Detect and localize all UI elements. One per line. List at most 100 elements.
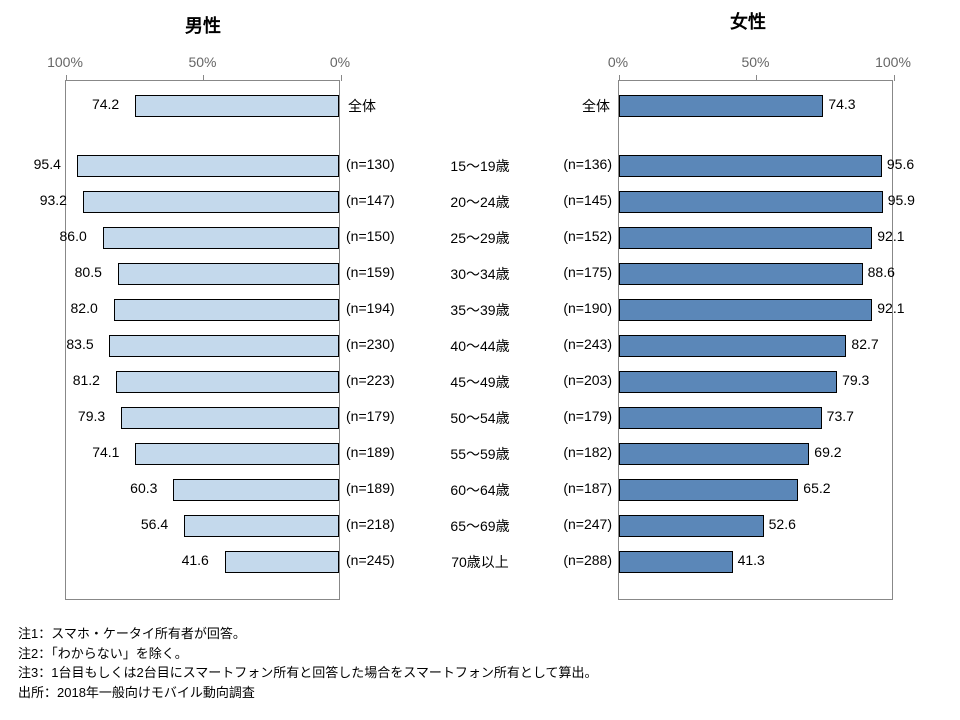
- male-bar: [225, 551, 339, 573]
- age-label: 55～59歳: [435, 444, 525, 464]
- female-n-label: (n=136): [563, 156, 612, 172]
- male-n-label: (n=147): [346, 192, 395, 208]
- female-bar: [619, 299, 872, 321]
- female-value-label: 95.6: [887, 156, 914, 172]
- female-bar: [619, 515, 764, 537]
- female-value-label: 92.1: [877, 300, 904, 316]
- female-bar: [619, 95, 823, 117]
- male-bar: [173, 479, 339, 501]
- footnote-2: 注2：「わからない」を除く。: [18, 644, 598, 664]
- male-bar: [114, 299, 340, 321]
- female-n-label: (n=288): [563, 552, 612, 568]
- male-value-label: 83.5: [66, 336, 93, 352]
- female-bar: [619, 407, 822, 429]
- male-plot-area: [65, 80, 340, 600]
- chart-container: 男性 女性 注1：スマホ・ケータイ所有者が回答。 注2：「わからない」を除く。 …: [0, 0, 960, 720]
- female-n-label: (n=190): [563, 300, 612, 316]
- female-n-label: (n=187): [563, 480, 612, 496]
- female-bar: [619, 551, 733, 573]
- footnotes: 注1：スマホ・ケータイ所有者が回答。 注2：「わからない」を除く。 注3：1台目…: [18, 624, 598, 702]
- male-n-label: (n=230): [346, 336, 395, 352]
- female-value-label: 92.1: [877, 228, 904, 244]
- female-value-label: 69.2: [814, 444, 841, 460]
- female-value-label: 52.6: [769, 516, 796, 532]
- female-value-label: 65.2: [803, 480, 830, 496]
- female-bar: [619, 335, 846, 357]
- female-bar: [619, 371, 837, 393]
- age-label: 30～34歳: [435, 264, 525, 284]
- age-label: 40～44歳: [435, 336, 525, 356]
- female-bar: [619, 443, 809, 465]
- female-value-label: 74.3: [828, 96, 855, 112]
- female-n-label: (n=179): [563, 408, 612, 424]
- female-bar: [619, 263, 863, 285]
- male-bar: [77, 155, 339, 177]
- female-value-label: 95.9: [888, 192, 915, 208]
- male-value-label: 80.5: [75, 264, 102, 280]
- age-label: 20～24歳: [435, 192, 525, 212]
- female-bar: [619, 191, 883, 213]
- male-value-label: 60.3: [130, 480, 157, 496]
- male-n-label: (n=218): [346, 516, 395, 532]
- female-n-label: (n=182): [563, 444, 612, 460]
- male-value-label: 86.0: [60, 228, 87, 244]
- male-title: 男性: [185, 12, 221, 38]
- female-value-label: 41.3: [738, 552, 765, 568]
- male-bar: [103, 227, 340, 249]
- male-value-label: 79.3: [78, 408, 105, 424]
- footnote-3: 注3：1台目もしくは2台目にスマートフォン所有と回答した場合をスマートフォン所有…: [18, 663, 598, 683]
- female-value-label: 79.3: [842, 372, 869, 388]
- age-label: 35～39歳: [435, 300, 525, 320]
- male-value-label: 74.1: [92, 444, 119, 460]
- footnote-1: 注1：スマホ・ケータイ所有者が回答。: [18, 624, 598, 644]
- male-bar: [118, 263, 339, 285]
- age-label: 70歳以上: [435, 552, 525, 572]
- age-label: 50～54歳: [435, 408, 525, 428]
- age-label: 65～69歳: [435, 516, 525, 536]
- female-n-label: (n=247): [563, 516, 612, 532]
- female-n-label: (n=152): [563, 228, 612, 244]
- male-bar: [135, 95, 339, 117]
- male-bar: [116, 371, 339, 393]
- axis-tick-label: 100%: [45, 54, 85, 70]
- male-n-label: (n=179): [346, 408, 395, 424]
- female-n-label: (n=145): [563, 192, 612, 208]
- center-age-label-right: 全体: [582, 96, 610, 116]
- female-bar: [619, 155, 882, 177]
- male-value-label: 74.2: [92, 96, 119, 112]
- age-label: 25～29歳: [435, 228, 525, 248]
- male-value-label: 93.2: [40, 192, 67, 208]
- female-value-label: 73.7: [827, 408, 854, 424]
- male-n-label: (n=245): [346, 552, 395, 568]
- male-bar: [135, 443, 339, 465]
- axis-tick-label: 100%: [873, 54, 913, 70]
- male-n-label: (n=189): [346, 444, 395, 460]
- female-n-label: (n=243): [563, 336, 612, 352]
- male-n-label: (n=130): [346, 156, 395, 172]
- male-value-label: 82.0: [71, 300, 98, 316]
- axis-tick-label: 50%: [736, 54, 776, 70]
- male-n-label: (n=223): [346, 372, 395, 388]
- male-value-label: 41.6: [182, 552, 209, 568]
- center-age-label-left: 全体: [348, 96, 376, 116]
- male-value-label: 95.4: [34, 156, 61, 172]
- female-value-label: 88.6: [868, 264, 895, 280]
- male-value-label: 56.4: [141, 516, 168, 532]
- age-label: 15～19歳: [435, 156, 525, 176]
- axis-tick-label: 0%: [598, 54, 638, 70]
- male-bar: [121, 407, 339, 429]
- male-bar: [184, 515, 339, 537]
- male-value-label: 81.2: [73, 372, 100, 388]
- axis-tick-label: 0%: [320, 54, 360, 70]
- female-value-label: 82.7: [851, 336, 878, 352]
- male-bar: [109, 335, 339, 357]
- male-n-label: (n=189): [346, 480, 395, 496]
- male-n-label: (n=194): [346, 300, 395, 316]
- female-title: 女性: [730, 8, 766, 34]
- male-n-label: (n=150): [346, 228, 395, 244]
- axis-tick-label: 50%: [183, 54, 223, 70]
- male-n-label: (n=159): [346, 264, 395, 280]
- footnote-4: 出所：2018年一般向けモバイル動向調査: [18, 683, 598, 703]
- age-label: 45～49歳: [435, 372, 525, 392]
- female-n-label: (n=203): [563, 372, 612, 388]
